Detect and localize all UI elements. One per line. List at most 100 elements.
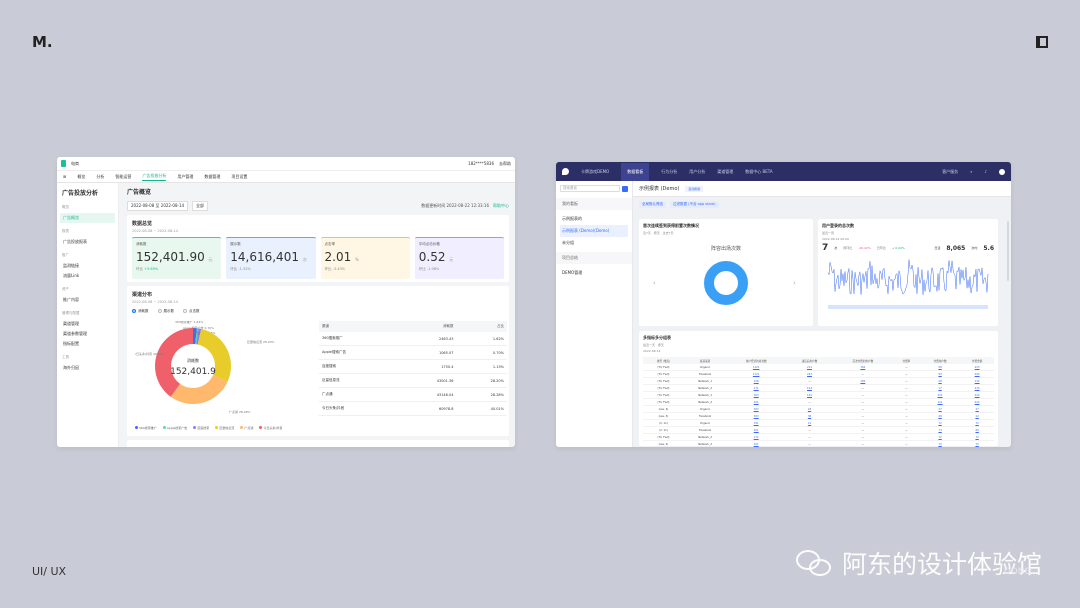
donut-slice[interactable] — [196, 328, 202, 345]
table-cell[interactable]: — — [892, 426, 920, 434]
table-cell[interactable]: 171 — [726, 433, 787, 441]
table-cell[interactable]: — — [892, 370, 920, 378]
table-cell[interactable]: — — [832, 419, 893, 427]
table-cell[interactable]: — — [832, 405, 893, 413]
nav-item[interactable]: 项目设置 — [231, 173, 248, 179]
sidebar-group[interactable]: 项目总结 — [556, 252, 632, 264]
donut-slice[interactable] — [155, 328, 193, 397]
table-cell[interactable]: 121 — [919, 398, 961, 406]
table-cell[interactable]: 303 — [726, 391, 787, 399]
table-cell[interactable]: 321 — [726, 398, 787, 406]
nav-item[interactable]: 数据管理 — [204, 173, 221, 179]
kpi-card[interactable]: 消耗数 152,401.90 元环比 +3.69% — [132, 237, 222, 279]
filter-chip[interactable]: 过滤数据 (不含 app store) — [670, 201, 719, 208]
workspace-select[interactable]: 电商 — [71, 160, 79, 166]
table-cell[interactable]: — — [786, 426, 833, 434]
table-cell[interactable]: 28 — [919, 377, 961, 385]
add-button[interactable] — [622, 185, 628, 192]
grid-icon[interactable]: ⊞ — [63, 174, 67, 179]
nav-item-active[interactable]: 数据看板 — [621, 162, 650, 181]
table-cell[interactable]: — — [892, 419, 920, 427]
table-cell[interactable]: 21 — [786, 419, 833, 427]
donut-slice[interactable] — [170, 374, 228, 404]
col-header[interactable]: 类型 (维度) — [643, 357, 684, 364]
legend-item[interactable]: Apple搜索广告 — [162, 426, 187, 430]
table-cell[interactable]: — — [892, 377, 920, 385]
table-cell[interactable]: 211 — [786, 364, 833, 371]
table-cell[interactable]: 93 — [919, 370, 961, 378]
nav-item[interactable]: 智能运营 — [115, 173, 132, 179]
col-header[interactable]: 用户登录的总次数 — [726, 357, 787, 364]
table-cell[interactable]: 223 — [960, 364, 994, 371]
sidebar-item[interactable]: 示例报表的 — [562, 216, 582, 221]
table-cell[interactable]: — — [892, 412, 920, 420]
table-cell[interactable]: 215 — [960, 384, 994, 392]
table-cell[interactable]: — — [832, 412, 893, 420]
support-link[interactable]: 客户服务 — [942, 168, 959, 174]
nav-item[interactable]: 行为分析 — [661, 168, 678, 174]
sidebar-group[interactable]: 资产 — [62, 287, 69, 291]
sidebar-item[interactable]: 监测链接 — [63, 263, 79, 268]
radio-spend[interactable]: 消耗数 — [132, 309, 149, 314]
table-cell[interactable]: 303 — [726, 405, 787, 413]
table-cell[interactable]: 72 — [919, 419, 961, 427]
table-cell[interactable]: — — [832, 384, 893, 392]
table-cell[interactable]: 58 — [919, 364, 961, 371]
project-name[interactable]: 卡牌游戏DEMO — [581, 168, 610, 174]
sidebar-item[interactable]: 推广内容 — [63, 297, 79, 302]
sidebar-item[interactable]: DEMO管理 — [562, 270, 583, 275]
scrollbar[interactable] — [1007, 221, 1009, 281]
table-cell[interactable]: 28 — [786, 405, 833, 413]
table-cell[interactable]: — — [892, 384, 920, 392]
table-cell[interactable]: 27 — [960, 405, 994, 413]
legend-item[interactable]: 百度搜索 — [193, 426, 209, 430]
table-cell[interactable]: 185 — [832, 377, 893, 385]
sidebar-item[interactable]: 指标配置 — [63, 341, 79, 346]
radio-clicks[interactable]: 点击数 — [183, 309, 200, 314]
table-cell[interactable]: 145 — [786, 391, 833, 399]
table-cell[interactable]: 28 — [919, 412, 961, 420]
search-icon[interactable]: ⌕ — [970, 169, 973, 174]
col-header[interactable]: 付费率 — [892, 357, 920, 364]
table-cell[interactable]: 72 — [919, 433, 961, 441]
table-cell[interactable]: 72 — [960, 440, 994, 447]
kpi-card[interactable]: 平均点击价格 0.52 元环比 -1.98% — [414, 237, 504, 279]
table-cell[interactable]: 331 — [726, 419, 787, 427]
avatar[interactable] — [999, 168, 1005, 175]
table-cell[interactable]: 221 — [919, 391, 961, 399]
filter-chip[interactable]: 全局默认筛选 — [639, 201, 666, 208]
nav-item[interactable]: 分析 — [96, 173, 105, 179]
sidebar-item[interactable]: 渠道参数管理 — [63, 331, 87, 336]
table-cell[interactable]: — — [786, 398, 833, 406]
sidebar-item[interactable]: 渠道管理 — [63, 321, 79, 326]
table-cell[interactable]: — — [832, 440, 893, 447]
table-cell[interactable]: 72 — [960, 433, 994, 441]
sidebar-group[interactable]: 概览 — [62, 205, 69, 209]
table-cell[interactable]: 22 — [960, 412, 994, 420]
table-cell[interactable]: 72 — [919, 440, 961, 447]
table-cell[interactable]: — — [832, 426, 893, 434]
sidebar-group[interactable]: 我的看板 — [556, 198, 632, 210]
table-cell[interactable]: — — [892, 398, 920, 406]
table-cell[interactable]: 101 — [726, 426, 787, 434]
donut-slice[interactable] — [197, 328, 231, 382]
channel-select[interactable]: 全部 — [192, 201, 209, 211]
sidebar-group[interactable]: 工具 — [62, 355, 69, 359]
col-header[interactable]: 渠道来源 — [683, 357, 727, 364]
col-header[interactable]: 消耗数 — [397, 321, 457, 332]
table-cell[interactable]: — — [892, 440, 920, 447]
sidebar-item[interactable]: 海外归因 — [63, 365, 79, 370]
table-cell[interactable]: 1121 — [726, 370, 787, 378]
nav-item[interactable]: 数据中心 BETA — [745, 168, 773, 174]
col-header[interactable]: 占比 — [456, 321, 507, 332]
table-cell[interactable]: 124 — [786, 384, 833, 392]
sidebar-item[interactable]: 未分组 — [562, 240, 574, 245]
help-center-link[interactable]: 帮助中心 — [493, 203, 509, 208]
user-name[interactable]: 182****5836 — [468, 161, 494, 166]
legend-item[interactable]: 广点通 — [240, 426, 253, 430]
donut-slice[interactable] — [193, 328, 197, 345]
table-cell[interactable]: 101 — [726, 440, 787, 447]
sidebar-item[interactable]: 广告投放报表 — [63, 239, 87, 244]
table-cell[interactable]: — — [832, 433, 893, 441]
table-cell[interactable]: 73 — [919, 426, 961, 434]
